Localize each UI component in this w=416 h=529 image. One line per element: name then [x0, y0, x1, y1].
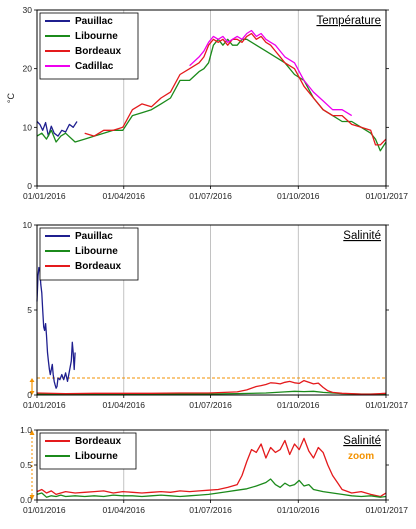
zoom-annotation: zoom: [348, 451, 374, 462]
x-tick-label: 01/01/2016: [23, 191, 66, 201]
legend-label-pauillac: Pauillac: [75, 231, 113, 242]
x-tick-label: 01/04/2016: [102, 400, 145, 410]
x-tick-label: 01/01/2017: [365, 400, 408, 410]
zoom-range-arrow-head-up: [29, 430, 35, 435]
x-tick-label: 01/04/2016: [102, 505, 145, 515]
legend-label-bordeaux: Bordeaux: [75, 261, 122, 272]
x-tick-label: 01/07/2016: [189, 191, 232, 201]
x-tick-label: 01/10/2016: [277, 400, 320, 410]
series-line-libourne: [36, 478, 387, 498]
panel-title: Salinité: [343, 435, 381, 447]
chart-panel-1: 0 10 20 30 01/01/2016 01/04/2016 01/07/2016 01/…: [6, 5, 408, 201]
zoom-range-arrow-head-down: [29, 495, 35, 500]
x-tick-label: 01/04/2016: [102, 191, 145, 201]
y-tick-label: 0.0: [20, 495, 32, 505]
y-tick-label: 10: [23, 220, 33, 230]
x-tick-label: 01/10/2016: [277, 191, 320, 201]
legend-label-pauillac: Pauillac: [75, 16, 113, 27]
y-tick-label: 0: [27, 181, 32, 191]
y-tick-label: 0.5: [20, 460, 32, 470]
zoom-arrow-head-down: [29, 391, 35, 395]
x-tick-label: 01/07/2016: [189, 505, 232, 515]
x-tick-label: 01/01/2016: [23, 400, 66, 410]
y-tick-label: 0: [27, 390, 32, 400]
x-tick-label: 01/10/2016: [277, 505, 320, 515]
x-tick-label: 01/01/2016: [23, 505, 66, 515]
y-tick-label: 20: [23, 64, 33, 74]
zoom-arrow-head-up: [29, 378, 35, 382]
panel-title: Salinité: [343, 230, 381, 242]
y-axis-label: °C: [6, 92, 16, 103]
y-tick-label: 5: [27, 305, 32, 315]
chart-panel-3: 0.0 0.5 1.0 01/01/2016 01/04/2016 01/07/2016 0…: [20, 425, 408, 515]
series-line-bordeaux: [36, 437, 387, 498]
legend-label-libourne: Libourne: [75, 246, 118, 257]
legend-label-bordeaux: Bordeaux: [75, 46, 122, 57]
y-tick-label: 1.0: [20, 425, 32, 435]
y-tick-label: 10: [23, 122, 33, 132]
legend-box: [39, 432, 137, 470]
panel-title: Température: [316, 15, 381, 27]
legend-box: [39, 12, 139, 80]
legend-label-cadillac: Cadillac: [75, 61, 114, 72]
y-tick-label: 30: [23, 5, 33, 15]
plot-frame: [36, 9, 387, 187]
series-line-bordeaux: [84, 32, 387, 146]
legend-label-libourne: Libourne: [75, 31, 118, 42]
series-line-cadillac: [189, 29, 353, 117]
x-tick-label: 01/01/2017: [365, 505, 408, 515]
x-tick-label: 01/07/2016: [189, 400, 232, 410]
x-tick-label: 01/01/2017: [365, 191, 408, 201]
series-line-pauillac: [36, 121, 78, 137]
series-line-pauillac: [36, 266, 76, 389]
legend-label-bordeaux: Bordeaux: [75, 436, 122, 447]
legend-label-libourne: Libourne: [75, 451, 118, 462]
series-line-bordeaux: [36, 379, 387, 395]
chart-panel-2: 0 5 10 01/01/2016 01/04/2016 01/07/2016 01/10/…: [23, 220, 409, 410]
